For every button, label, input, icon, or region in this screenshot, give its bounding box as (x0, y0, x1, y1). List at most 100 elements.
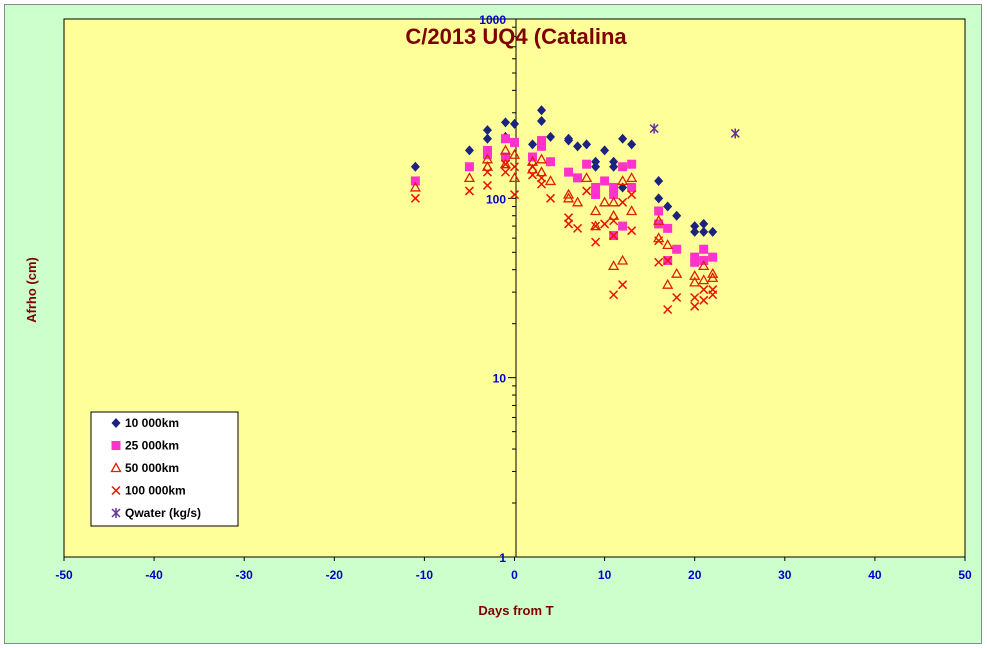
data-point (663, 201, 673, 212)
data-point (499, 158, 512, 169)
data-point (618, 197, 628, 207)
data-point (609, 290, 619, 300)
data-point (600, 176, 610, 186)
data-point (690, 221, 700, 232)
data-point (654, 257, 664, 267)
legend-label: 50 000km (125, 461, 179, 475)
data-point (573, 141, 583, 152)
y-tick-label: 1 (499, 551, 506, 565)
data-point (699, 295, 709, 305)
data-point (463, 172, 476, 183)
data-point (591, 161, 601, 172)
data-point (626, 172, 638, 183)
data-point (607, 196, 620, 207)
legend-box (90, 411, 239, 527)
data-point (410, 161, 420, 172)
data-point (627, 159, 637, 169)
data-point (609, 231, 619, 241)
x-tick-label: 20 (688, 568, 702, 582)
data-point (618, 133, 628, 144)
data-point (618, 221, 628, 231)
legend-label: 100 000km (125, 484, 186, 498)
data-point (562, 192, 575, 203)
data-point (690, 226, 700, 237)
data-point (672, 210, 682, 221)
y-tick-label: 1000 (479, 13, 506, 27)
data-point (654, 193, 664, 204)
data-point (509, 162, 520, 172)
data-point (600, 219, 610, 229)
data-point (410, 176, 420, 186)
data-point (698, 274, 710, 285)
data-point (600, 145, 610, 156)
data-point (618, 162, 628, 172)
data-point (508, 148, 521, 159)
data-point (564, 135, 574, 146)
data-point (617, 175, 629, 186)
data-point (609, 182, 619, 192)
data-point (607, 209, 620, 220)
y-tick-label: 100 (486, 192, 506, 206)
data-point (482, 167, 493, 177)
data-point (609, 190, 619, 200)
legend-label: Qwater (kg/s) (125, 506, 201, 520)
data-point (582, 186, 592, 196)
data-point (410, 193, 420, 203)
data-point (582, 139, 592, 150)
legend-marker (111, 441, 121, 450)
data-point (591, 190, 601, 200)
y-tick-label: 10 (493, 372, 507, 386)
data-point (508, 172, 521, 183)
data-point (609, 216, 619, 226)
x-tick-label: -40 (145, 568, 163, 582)
data-point (562, 188, 575, 199)
data-point (663, 255, 673, 266)
data-point (671, 267, 683, 278)
data-point (689, 269, 701, 280)
data-point (535, 166, 548, 177)
data-point (617, 254, 629, 265)
legend-marker (111, 418, 121, 428)
data-point (482, 125, 492, 136)
data-point (654, 236, 664, 246)
data-point (500, 159, 511, 169)
data-point (591, 156, 601, 167)
x-tick-label: -10 (416, 568, 434, 582)
data-point (500, 152, 510, 162)
data-point (618, 280, 628, 290)
data-point (580, 172, 593, 183)
data-point (627, 182, 637, 192)
data-point (690, 292, 700, 303)
data-point (546, 157, 556, 167)
x-axis: -50 -40 -30 -20 -10 0 10 20 30 40 50 (55, 557, 972, 582)
x-tick-label: 50 (958, 568, 972, 582)
data-point (689, 276, 701, 287)
data-point (500, 134, 510, 144)
data-point (663, 223, 673, 233)
data-point (499, 144, 512, 155)
x-tick-label: -30 (236, 568, 254, 582)
data-point (527, 162, 538, 172)
data-point (627, 226, 637, 236)
y-axis-label: Afrho (cm) (24, 257, 39, 323)
data-point (544, 175, 557, 186)
data-point (653, 214, 665, 225)
data-point (573, 173, 583, 183)
data-point (481, 160, 494, 171)
x-tick-label: 40 (868, 568, 882, 582)
legend: 10 000km 25 000km 50 000km 100 000km Qwater … (90, 411, 239, 527)
data-point (690, 301, 700, 311)
legend-marker (111, 485, 121, 496)
data-point (510, 137, 519, 147)
data-point (573, 223, 583, 233)
data-point (699, 244, 709, 254)
data-point (649, 123, 659, 134)
x-tick-label: 10 (598, 568, 612, 582)
data-point (708, 290, 718, 300)
data-point (482, 180, 493, 190)
data-point (627, 139, 637, 150)
x-tick-label: 0 (511, 568, 518, 582)
data-points (409, 105, 740, 315)
data-point (591, 221, 601, 231)
data-point (482, 133, 492, 144)
